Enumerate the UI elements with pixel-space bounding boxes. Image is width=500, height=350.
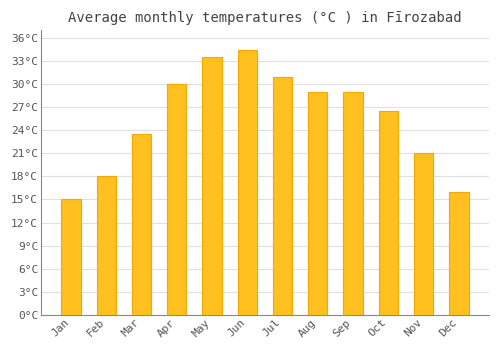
Bar [378,111,398,315]
Bar [308,92,328,315]
Bar [132,134,151,315]
Bar [449,192,468,315]
Bar [273,77,292,315]
Bar [414,153,434,315]
Bar [344,92,362,315]
Bar [238,50,257,315]
Bar [62,199,80,315]
Title: Average monthly temperatures (°C ) in Fīrozabad: Average monthly temperatures (°C ) in Fī… [68,11,462,25]
Bar [202,57,222,315]
Bar [96,176,116,315]
Bar [167,84,186,315]
